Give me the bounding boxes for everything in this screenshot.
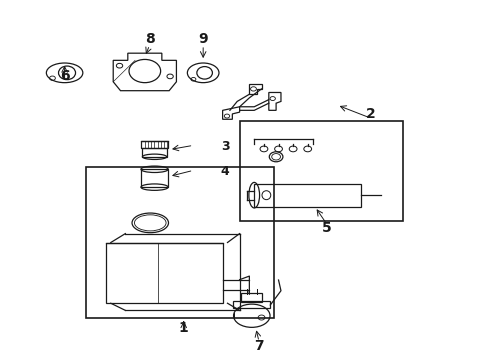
Text: 9: 9 [198, 32, 207, 46]
Bar [254, 184, 361, 207]
Text: 4: 4 [220, 165, 229, 177]
Bar [106, 243, 222, 303]
Bar [141, 141, 168, 148]
Text: 8: 8 [144, 32, 154, 46]
Bar [233, 301, 270, 308]
Text: 7: 7 [254, 339, 264, 353]
Bar [142, 148, 166, 157]
Bar [141, 169, 168, 187]
Bar [241, 293, 262, 302]
Text: 5: 5 [322, 221, 331, 235]
Text: 1: 1 [179, 321, 188, 335]
Bar [239, 121, 402, 221]
Text: 2: 2 [366, 107, 375, 121]
Text: 3: 3 [220, 140, 229, 153]
Text: 6: 6 [60, 69, 69, 84]
Bar [86, 167, 273, 318]
